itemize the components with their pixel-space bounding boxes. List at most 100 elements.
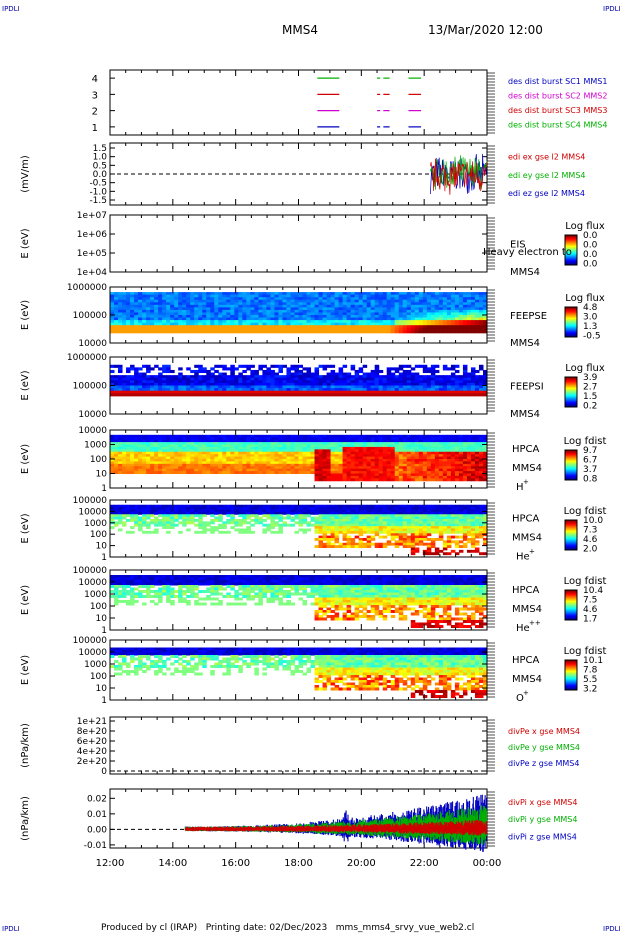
heatmap-cell [162,456,167,460]
heatmap-cell [434,377,440,381]
heatmap-cell [158,320,163,324]
heatmap-cell [286,330,291,334]
heatmap-cell [450,388,456,392]
heatmap-cell [202,380,207,384]
heatmap-cell [274,320,279,324]
heatmap-cell [454,437,460,441]
heatmap-cell [258,297,263,301]
heatmap-cell [302,297,308,301]
heatmap-cell [310,459,316,462]
heatmap-cell [278,468,283,472]
heatmap-cell [458,434,464,438]
heatmap-cell [438,309,444,313]
heatmap-cell [166,468,171,472]
heatmap-cell [318,434,324,438]
heatmap-cell [150,377,155,381]
heatmap-cell [162,446,167,450]
heatmap-cell [426,473,432,477]
heatmap-cell [318,466,324,470]
legend-entry: edi ey gse l2 MMS4 [508,171,586,180]
heatmap-cell [414,449,420,453]
heatmap-cell [162,521,167,525]
heatmap-cell [458,456,464,460]
heatmap-cell [270,302,275,306]
heatmap-cell [434,312,440,316]
panels-group: 12:00 14:00 16:00 18:00 20:00 22:00 00:004321d… [20,69,607,869]
heatmap-cell [470,473,476,477]
heatmap-cell [126,454,131,458]
heatmap-cell [386,309,392,313]
heatmap-cell [226,367,231,371]
heatmap-cell [330,309,336,313]
heatmap-cell [238,471,243,474]
heatmap-cell [394,312,400,316]
heatmap-cell [454,327,460,331]
heatmap-cell [258,471,263,474]
heatmap-cell [246,466,251,470]
heatmap-cell [290,456,295,460]
heatmap-cell [198,449,203,453]
heatmap-cell [382,459,388,462]
heatmap-cell [162,454,167,458]
heatmap-cell [278,454,283,458]
heatmap-cell [114,377,119,381]
heatmap-cell [198,330,203,334]
heatmap-cell [130,388,135,392]
heatmap-cell [142,530,147,534]
heatmap-cell [438,439,444,443]
heatmap-cell [478,385,484,389]
heatmap-cell [118,302,123,306]
heatmap-cell [286,463,291,467]
heatmap-cell [394,439,400,443]
heatmap-cell [134,385,139,389]
heatmap-cell [110,364,115,368]
heatmap-cell [330,388,336,392]
colorbar-frame [564,234,578,266]
heatmap-cell [254,451,259,455]
heatmap-cell [174,514,179,518]
heatmap-cell [326,473,332,477]
heatmap-cell [194,320,199,324]
heatmap-cell [386,454,392,458]
heatmap-cell [342,393,348,397]
heatmap-cell [470,449,476,453]
heatmap-cell [138,330,143,334]
heatmap-cell [182,388,187,392]
heatmap-cell [238,437,243,441]
colorbar-tick-label: 0.0 [583,250,598,260]
heatmap-cell [294,468,299,472]
heatmap-cell [358,367,364,371]
heatmap-cell [462,375,468,379]
heatmap-cell [238,449,243,453]
heatmap-cell [214,312,219,316]
heatmap-cell [294,434,299,438]
colorbar-segment [565,472,577,474]
heatmap-cell [198,459,203,462]
heatmap-cell [182,385,187,389]
heatmap-cell [438,307,444,311]
heatmap-cell [422,446,428,450]
heatmap-cell [394,299,400,303]
heatmap-cell [370,320,376,324]
heatmap-cell [122,377,127,381]
heatmap-cell [374,478,380,482]
heatmap-cell [370,390,376,394]
heatmap-cell [370,372,376,376]
heatmap-cell [214,461,219,465]
heatmap-cell [146,468,151,472]
heatmap-cell [402,299,408,303]
heatmap-cell [358,294,364,298]
heatmap-cell [466,330,472,334]
heatmap-cells [110,504,487,556]
heatmap-cell [478,297,484,301]
heatmap-cell [178,454,183,458]
heatmap-cell [154,315,159,319]
heatmap-cell [290,302,295,306]
heatmap-cell [330,393,336,397]
heatmap-cell [158,511,163,515]
heatmap-cell [354,309,360,313]
heatmap-cell [458,393,464,397]
heatmap-cell [290,364,295,368]
heatmap-cell [398,375,404,379]
heatmap-cell [386,299,392,303]
